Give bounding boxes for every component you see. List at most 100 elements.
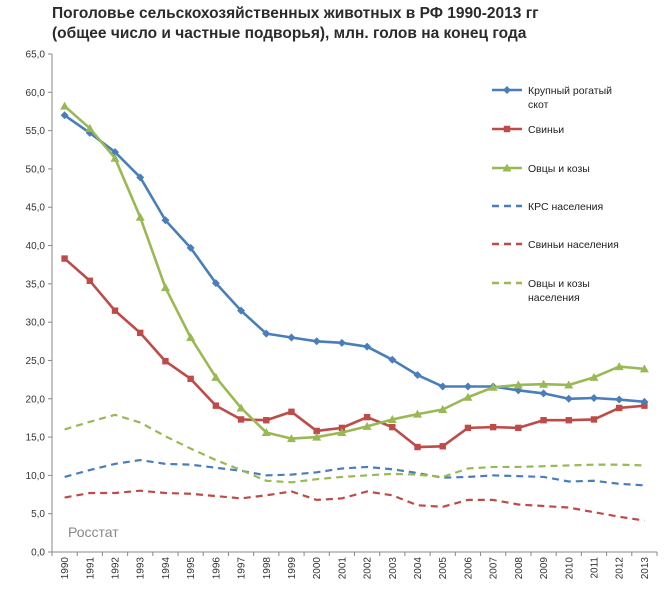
data-point — [539, 379, 549, 388]
data-point — [589, 372, 599, 381]
y-tick-label: 0,0 — [31, 548, 45, 559]
data-point — [237, 306, 246, 315]
y-tick-label: 35,0 — [26, 279, 46, 290]
chart-title-line-2: (общее число и частные подворья), млн. г… — [52, 25, 527, 42]
legend-label: скот — [528, 99, 549, 111]
series-овцы-и-козы-населения — [64, 413, 645, 484]
data-point — [590, 416, 598, 423]
legend-label: Свиньи населения — [528, 239, 619, 251]
chart-series — [60, 101, 649, 522]
data-point — [539, 389, 548, 398]
x-tick-label: 1997 — [237, 557, 248, 580]
data-point — [414, 443, 421, 451]
y-tick-label: 50,0 — [26, 164, 46, 175]
data-point — [615, 404, 623, 412]
data-point — [439, 443, 446, 450]
x-tick-label: 1998 — [262, 557, 273, 580]
data-point — [639, 364, 649, 373]
data-point — [85, 123, 95, 132]
data-point — [389, 423, 396, 431]
data-point — [513, 380, 523, 389]
y-tick-label: 60,0 — [26, 88, 46, 99]
x-tick-label: 2008 — [514, 557, 525, 580]
data-point — [187, 375, 194, 383]
data-point — [489, 423, 497, 431]
data-point — [60, 101, 70, 110]
legend-label: КРС населения — [528, 201, 603, 213]
data-point — [135, 212, 145, 221]
data-point — [287, 333, 296, 342]
y-tick-label: 40,0 — [26, 241, 46, 252]
data-point — [614, 362, 624, 371]
data-point — [286, 434, 296, 443]
data-point — [162, 358, 169, 365]
data-point — [564, 394, 573, 403]
data-point — [488, 382, 498, 391]
legend-entry: Свиньи — [492, 124, 564, 136]
data-point — [237, 416, 245, 423]
data-point — [288, 408, 295, 415]
y-tick-label: 55,0 — [26, 126, 46, 137]
x-tick-label: 1996 — [211, 557, 222, 580]
data-point — [61, 255, 68, 262]
data-point — [387, 414, 397, 423]
data-point — [186, 332, 196, 341]
legend-label: Свиньи — [528, 124, 564, 136]
legend-swatch-marker — [503, 86, 511, 94]
data-point — [413, 409, 423, 418]
data-point — [615, 395, 624, 404]
x-tick-label: 2006 — [463, 557, 474, 580]
data-point — [464, 424, 472, 432]
series-line — [64, 458, 645, 487]
series-line — [63, 105, 645, 440]
data-point — [263, 417, 270, 424]
series-овцы-и-козы — [60, 101, 649, 443]
series-line — [63, 257, 645, 449]
data-point — [338, 424, 346, 432]
data-point — [640, 397, 649, 406]
x-tick-label: 2012 — [615, 557, 626, 580]
data-point — [564, 380, 574, 389]
x-tick-label: 2004 — [413, 557, 424, 580]
x-tick-label: 2000 — [312, 557, 323, 580]
legend-entry: Овцы и козы населения — [492, 278, 590, 304]
data-point — [565, 417, 572, 424]
data-point — [363, 342, 372, 351]
x-tick-label: 2007 — [489, 557, 500, 580]
data-point — [186, 243, 195, 252]
data-point — [111, 307, 119, 314]
legend-label: Овцы и козы — [528, 278, 590, 290]
chart-legend: Крупный рогатый скот Свиньи Овцы и козы КРС … — [492, 85, 619, 304]
data-point — [337, 427, 347, 436]
chart-title-line-1: Поголовье сельскохозяйственных животных … — [52, 5, 539, 22]
data-point — [363, 413, 371, 421]
data-point — [137, 329, 144, 337]
data-point — [312, 337, 321, 346]
x-tick-label: 1991 — [85, 557, 96, 580]
legend-swatch-marker — [502, 163, 512, 172]
x-tick-label: 1990 — [60, 557, 71, 580]
y-tick-label: 30,0 — [26, 318, 46, 329]
y-tick-label: 15,0 — [26, 433, 46, 444]
y-tick-label: 10,0 — [26, 471, 46, 482]
series-line — [64, 489, 645, 522]
data-point — [211, 279, 220, 288]
data-point — [463, 392, 473, 401]
data-point — [86, 277, 94, 284]
x-tick-label: 1993 — [136, 557, 147, 580]
legend-swatch-marker — [503, 125, 511, 133]
x-tick-label: 2009 — [539, 557, 550, 580]
data-point — [212, 402, 220, 409]
data-point — [261, 427, 271, 436]
x-tick-label: 1999 — [287, 557, 298, 580]
legend-entry: Овцы и козы — [492, 163, 590, 175]
data-point — [60, 111, 69, 120]
x-tick-label: 2013 — [640, 557, 651, 580]
data-point — [589, 394, 598, 403]
data-point — [540, 417, 547, 424]
y-tick-label: 65,0 — [26, 50, 46, 61]
x-tick-label: 2002 — [363, 557, 374, 580]
data-point — [312, 432, 322, 441]
x-tick-label: 2003 — [388, 557, 399, 580]
legend-label: Овцы и козы — [528, 163, 590, 175]
